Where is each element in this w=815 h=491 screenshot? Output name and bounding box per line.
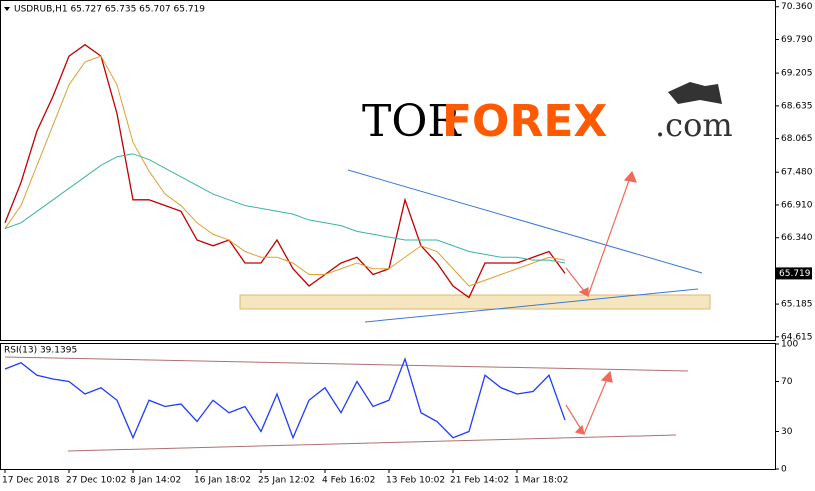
x-tick-label: 13 Feb 10:02 xyxy=(386,476,445,486)
series-line xyxy=(4,43,566,299)
x-tick-label: 21 Feb 14:02 xyxy=(450,476,509,486)
y-tick-label: 67.480 xyxy=(781,168,813,178)
x-tick-label: 4 Feb 16:02 xyxy=(322,476,375,486)
x-tick-label: 27 Dec 10:02 xyxy=(66,476,127,486)
support-zone xyxy=(239,294,711,310)
series-line xyxy=(4,55,566,287)
x-tick-label: 25 Jan 12:02 xyxy=(258,476,315,486)
forecast-path xyxy=(565,171,633,298)
trend-line xyxy=(364,288,699,323)
y-tick-label: 0 xyxy=(781,465,787,475)
logo-tor: TOR xyxy=(362,96,462,147)
y-tick-label: 65.185 xyxy=(781,300,813,310)
x-tick-label: 16 Jan 18:02 xyxy=(194,476,251,486)
x-tick-label: 8 Jan 14:02 xyxy=(130,476,181,486)
y-tick-label: 68.635 xyxy=(781,101,813,111)
logo-bull xyxy=(668,82,722,104)
x-tick-label: 1 Mar 18:02 xyxy=(514,476,568,486)
x-tick-label: 17 Dec 2018 xyxy=(2,476,60,486)
rsi-channel xyxy=(67,434,677,452)
y-tick-label: 70 xyxy=(781,377,793,387)
trend-line xyxy=(347,169,703,274)
rsi-title: RSI(13) 39.1395 xyxy=(4,346,77,356)
forecast-path xyxy=(565,371,611,436)
y-tick-label: 66.340 xyxy=(781,233,813,243)
logo-forex: FOREX xyxy=(442,96,607,147)
arrow-head xyxy=(574,424,585,435)
arrow-head xyxy=(578,287,589,297)
series-line xyxy=(4,153,566,264)
y-tick-label: 69.205 xyxy=(781,69,813,79)
y-tick-label: 70.360 xyxy=(781,2,813,12)
arrow-head xyxy=(600,370,613,383)
price-panel xyxy=(0,0,776,341)
chart-title: USDRUB,H1 65.727 65.735 65.707 65.719 xyxy=(14,5,205,15)
last-price-label: 65.719 xyxy=(779,269,811,279)
series-line xyxy=(4,356,566,440)
rsi-panel xyxy=(0,343,776,470)
menu-icon[interactable] xyxy=(4,7,10,11)
watermark: TOR FOREX .com xyxy=(362,82,733,147)
arrow-head xyxy=(623,170,637,183)
y-tick-label: 68.065 xyxy=(781,134,813,144)
y-tick-label: 100 xyxy=(781,340,798,350)
logo-com: .com xyxy=(655,106,733,144)
last-price-box xyxy=(776,267,812,280)
y-tick-label: 66.910 xyxy=(781,200,813,210)
y-tick-label: 30 xyxy=(781,427,793,437)
y-tick-label: 69.790 xyxy=(781,35,813,45)
forecast-arrows xyxy=(565,170,637,436)
rsi-channel xyxy=(4,356,689,372)
y-tick-label: 64.615 xyxy=(781,332,813,342)
